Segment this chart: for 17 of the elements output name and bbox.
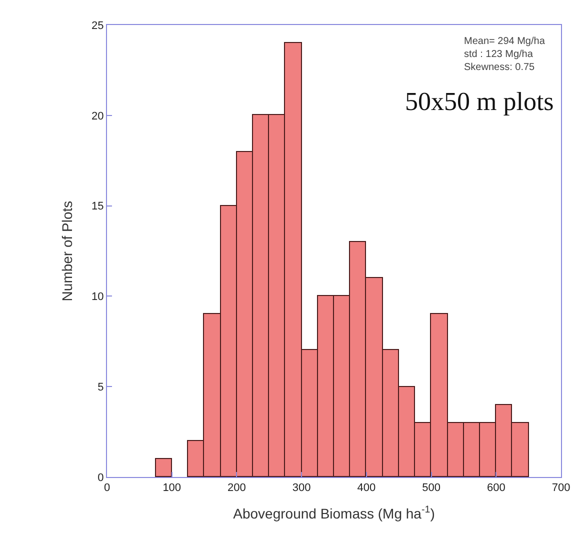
annotation: 50x50 m plots xyxy=(405,87,554,116)
y-tick-label: 20 xyxy=(92,110,104,122)
y-tick-label: 10 xyxy=(92,291,104,304)
y-axis-title: Number of Plots xyxy=(59,200,76,302)
y-tick-label: 15 xyxy=(92,200,104,213)
x-tick-label: 100 xyxy=(162,482,182,494)
annotation: Mean= 294 Mg/ha std : 123 Mg/ha Skewness: 0.75 xyxy=(464,36,546,73)
y-tick-label: 25 xyxy=(92,20,104,32)
x-tick-label: 700 xyxy=(552,482,570,494)
x-axis-title: Aboveground Biomass (Mg ha$^{-1}$) xyxy=(233,504,435,522)
x-tick-label: 500 xyxy=(422,482,440,494)
x-tick-label: 300 xyxy=(292,482,311,494)
x-tick-label: 400 xyxy=(357,482,376,494)
x-tick-label: 200 xyxy=(228,482,246,494)
y-tick-label: 5 xyxy=(98,381,104,394)
y-tick-label: 0 xyxy=(98,472,104,484)
x-tick-label: 600 xyxy=(486,482,506,494)
